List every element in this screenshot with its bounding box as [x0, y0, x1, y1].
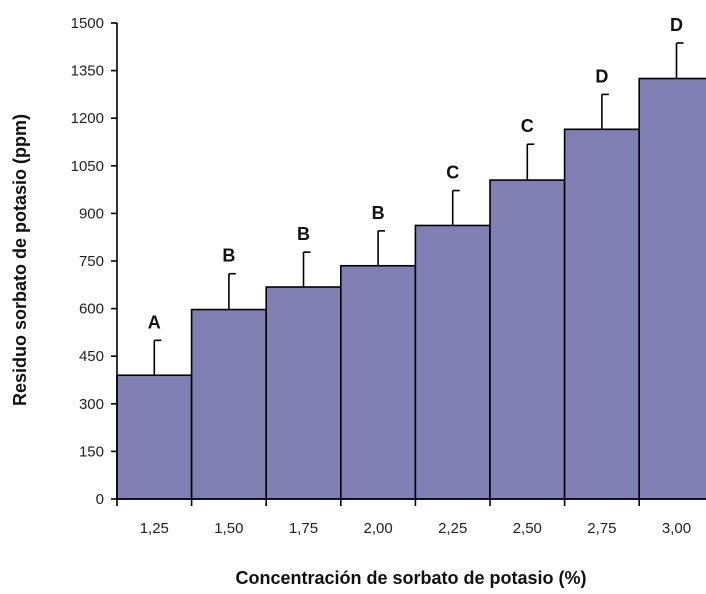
y-tick-label-450: 450: [79, 348, 104, 365]
x-tick-label-5: 2,25: [438, 520, 467, 537]
significance-letter-6: C: [521, 116, 534, 136]
bar-6: [489, 179, 566, 500]
y-tick-label-300: 300: [79, 396, 104, 413]
x-tick-label-3: 1,75: [289, 520, 318, 537]
x-tick-label-4: 2,00: [363, 520, 392, 537]
x-axis-title: Concentración de sorbato de potasio (%): [235, 568, 586, 588]
bars-layer: [116, 77, 706, 500]
significance-letter-1: A: [148, 312, 161, 332]
y-tick-label-1200: 1200: [71, 110, 104, 127]
labels-layer: A B B B C C D D 0 150 300 450 600 750 900 1050 1200 1350 1…: [71, 15, 691, 537]
significance-letter-3: B: [297, 224, 310, 244]
error-bars-layer: [153, 42, 684, 376]
significance-letter-8: D: [670, 15, 683, 35]
bar-5: [414, 224, 491, 500]
y-axis-title: Residuo sorbato de potasio (ppm): [10, 114, 30, 406]
axes-layer: [111, 22, 706, 506]
y-tick-label-750: 750: [79, 253, 104, 270]
bar-2: [190, 308, 268, 500]
x-tick-label-8: 3,00: [662, 520, 691, 537]
significance-letter-2: B: [222, 246, 235, 266]
y-tick-label-1500: 1500: [71, 15, 104, 32]
significance-letter-5: C: [446, 163, 459, 183]
bar-3: [265, 286, 342, 500]
bar-7: [563, 128, 640, 500]
y-tick-label-0: 0: [96, 491, 104, 508]
y-tick-label-900: 900: [79, 205, 104, 222]
x-tick-label-2: 1,50: [214, 520, 243, 537]
x-tick-label-1: 1,25: [140, 520, 169, 537]
x-tick-label-6: 2,50: [513, 520, 542, 537]
y-tick-label-1350: 1350: [71, 63, 104, 80]
bar-1: [116, 374, 193, 500]
y-tick-label-150: 150: [79, 443, 104, 460]
bar-4: [339, 264, 417, 500]
significance-letter-7: D: [595, 66, 608, 86]
bar-8: [638, 77, 706, 500]
y-tick-label-600: 600: [79, 301, 104, 318]
y-tick-label-1050: 1050: [71, 158, 104, 175]
significance-letter-4: B: [372, 203, 385, 223]
x-tick-label-7: 2,75: [587, 520, 616, 537]
